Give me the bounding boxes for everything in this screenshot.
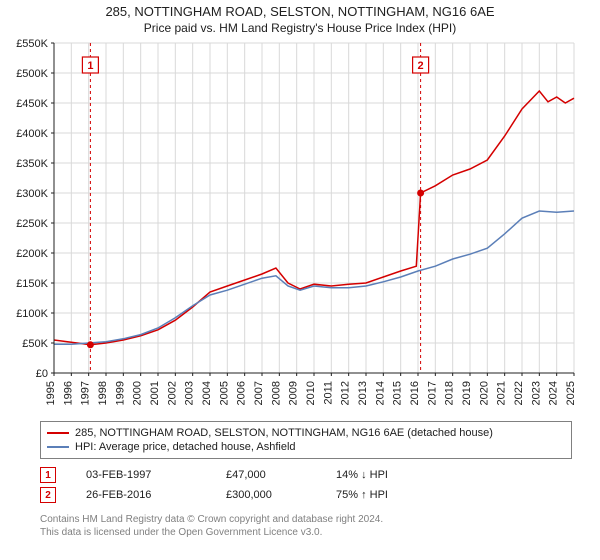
- x-tick-label: 2001: [149, 381, 161, 405]
- chart-svg: £0 £50K £100K £150K £200K £250K £300K £350K £400…: [0, 37, 600, 415]
- x-tick-label: 2024: [548, 381, 560, 405]
- x-tick-label: 2003: [184, 381, 196, 405]
- legend-swatch: [47, 432, 69, 434]
- y-tick-label: £100K: [16, 308, 48, 320]
- legend-item: 285, NOTTINGHAM ROAD, SELSTON, NOTTINGHA…: [47, 426, 565, 440]
- x-tick-label: 2004: [201, 381, 213, 405]
- x-tick-label: 2000: [132, 381, 144, 405]
- x-tick-label: 2008: [270, 381, 282, 405]
- marker-badge-number: 1: [87, 60, 93, 72]
- marker-table-badge: 1: [40, 467, 56, 483]
- legend-box: 285, NOTTINGHAM ROAD, SELSTON, NOTTINGHA…: [40, 421, 572, 459]
- marker-table-pct: 14% ↓ HPI: [336, 469, 388, 481]
- marker-badge-number: 2: [418, 60, 424, 72]
- y-tick-label: £550K: [16, 38, 48, 50]
- marker-table-row: 2 26-FEB-2016 £300,000 75% ↑ HPI: [40, 485, 572, 505]
- marker-table-price: £47,000: [226, 469, 306, 481]
- chart-plot: £0 £50K £100K £150K £200K £250K £300K £350K £400…: [0, 37, 600, 415]
- x-tick-label: 1999: [114, 381, 126, 405]
- legend-item: HPI: Average price, detached house, Ashf…: [47, 440, 565, 454]
- x-tick-label: 2002: [166, 381, 178, 405]
- y-tick-label: £450K: [16, 98, 48, 110]
- marker-dot: [417, 190, 424, 197]
- x-tick-label: 2025: [565, 381, 577, 405]
- legend-swatch: [47, 446, 69, 448]
- y-tick-label: £250K: [16, 218, 48, 230]
- x-tick-label: 2011: [322, 381, 334, 405]
- x-tick-label: 2013: [357, 381, 369, 405]
- title-block: 285, NOTTINGHAM ROAD, SELSTON, NOTTINGHA…: [0, 0, 600, 37]
- x-tick-label: 2015: [392, 381, 404, 405]
- legend-label: HPI: Average price, detached house, Ashf…: [75, 441, 296, 453]
- x-tick-label: 2007: [253, 381, 265, 405]
- y-tick-label: £350K: [16, 158, 48, 170]
- y-tick-label: £150K: [16, 278, 48, 290]
- x-tick-label: 1995: [45, 381, 57, 405]
- y-tick-label: £200K: [16, 248, 48, 260]
- chart-container: 285, NOTTINGHAM ROAD, SELSTON, NOTTINGHA…: [0, 0, 600, 539]
- y-tick-label: £0: [36, 368, 48, 380]
- y-tick-label: £50K: [22, 338, 48, 350]
- x-tick-label: 2006: [236, 381, 248, 405]
- y-tick-label: £400K: [16, 128, 48, 140]
- x-tick-label: 1997: [80, 381, 92, 405]
- marker-table-date: 03-FEB-1997: [86, 469, 196, 481]
- marker-table-row: 1 03-FEB-1997 £47,000 14% ↓ HPI: [40, 465, 572, 485]
- title-line-1: 285, NOTTINGHAM ROAD, SELSTON, NOTTINGHA…: [0, 4, 600, 19]
- x-tick-label: 2022: [513, 381, 525, 405]
- marker-table-badge: 2: [40, 487, 56, 503]
- x-tick-label: 1996: [62, 381, 74, 405]
- x-tick-label: 2005: [218, 381, 230, 405]
- legend-label: 285, NOTTINGHAM ROAD, SELSTON, NOTTINGHA…: [75, 427, 493, 439]
- title-line-2: Price paid vs. HM Land Registry's House …: [0, 21, 600, 35]
- x-tick-label: 2017: [426, 381, 438, 405]
- x-tick-label: 2018: [444, 381, 456, 405]
- footer-line-2: This data is licensed under the Open Gov…: [40, 526, 572, 539]
- marker-table-date: 26-FEB-2016: [86, 489, 196, 501]
- x-tick-label: 2020: [478, 381, 490, 405]
- marker-dot: [87, 341, 94, 348]
- x-tick-label: 2019: [461, 381, 473, 405]
- x-tick-label: 2012: [340, 381, 352, 405]
- y-tick-label: £500K: [16, 68, 48, 80]
- x-tick-label: 2009: [288, 381, 300, 405]
- x-tick-label: 2010: [305, 381, 317, 405]
- y-tick-label: £300K: [16, 188, 48, 200]
- marker-table: 1 03-FEB-1997 £47,000 14% ↓ HPI 2 26-FEB-2016…: [40, 465, 572, 505]
- x-tick-label: 2023: [530, 381, 542, 405]
- marker-table-pct: 75% ↑ HPI: [336, 489, 388, 501]
- footer-attribution: Contains HM Land Registry data © Crown c…: [40, 513, 572, 539]
- x-tick-label: 2021: [496, 381, 508, 405]
- marker-table-price: £300,000: [226, 489, 306, 501]
- x-tick-label: 2014: [374, 381, 386, 405]
- footer-line-1: Contains HM Land Registry data © Crown c…: [40, 513, 572, 526]
- x-tick-label: 1998: [97, 381, 109, 405]
- x-tick-label: 2016: [409, 381, 421, 405]
